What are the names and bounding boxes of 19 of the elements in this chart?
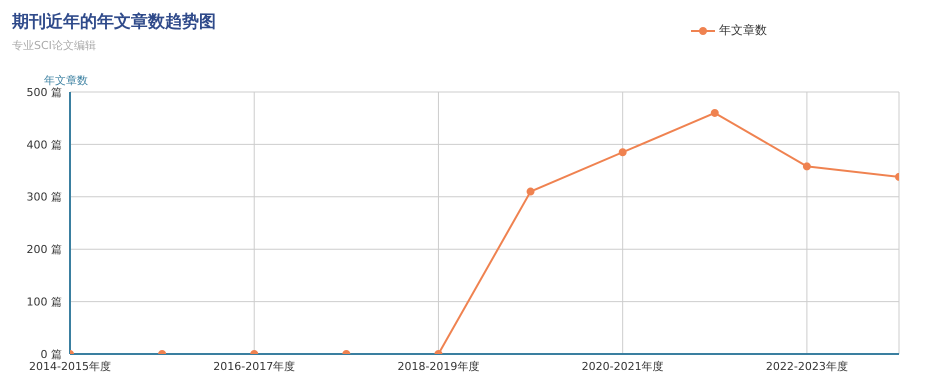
x-tick-label: 2020-2021年度 <box>582 360 664 373</box>
y-tick-label: 400 篇 <box>26 138 62 152</box>
point <box>618 148 627 156</box>
x-tick-label: 2018-2019年度 <box>397 360 480 373</box>
x-tick-label: 2014-2015年度 <box>29 360 111 373</box>
chart-title: 期刊近年的年文章数趋势图 <box>12 11 216 33</box>
y-tick-label: 0 篇 <box>40 348 62 361</box>
y-tick-label: 300 篇 <box>26 190 62 204</box>
chart-subtitle: 专业SCI论文编辑 <box>12 38 96 53</box>
legend-label: 年文章数 <box>718 22 767 39</box>
y-axis-title: 年文章数 <box>44 73 88 87</box>
point <box>802 162 811 170</box>
x-tick-label: 2016-2017年度 <box>213 360 296 373</box>
y-tick-label: 500 篇 <box>26 86 62 99</box>
x-tick-label: 2022-2023年度 <box>766 360 848 373</box>
point <box>710 108 719 117</box>
point <box>526 188 535 196</box>
y-tick-label: 200 篇 <box>26 243 62 256</box>
y-tick-label: 100 篇 <box>26 296 62 309</box>
